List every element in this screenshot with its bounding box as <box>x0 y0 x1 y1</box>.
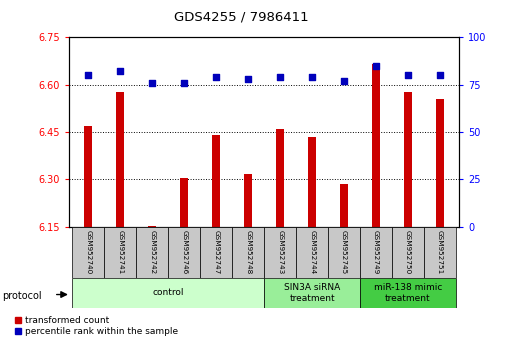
Text: GSM952741: GSM952741 <box>117 230 124 274</box>
Text: GSM952746: GSM952746 <box>181 230 187 274</box>
Bar <box>200 227 232 278</box>
Bar <box>360 227 392 278</box>
Text: GSM952742: GSM952742 <box>149 230 155 274</box>
Bar <box>276 129 284 227</box>
Bar <box>264 227 296 278</box>
Text: SIN3A siRNA
treatment: SIN3A siRNA treatment <box>284 283 340 303</box>
Text: GSM952749: GSM952749 <box>373 230 379 274</box>
Text: GSM952748: GSM952748 <box>245 230 251 274</box>
Bar <box>360 278 456 308</box>
Point <box>244 76 252 82</box>
Bar <box>436 99 444 227</box>
Point <box>404 72 412 78</box>
Bar <box>85 126 92 227</box>
Text: GSM952750: GSM952750 <box>405 230 411 274</box>
Bar <box>180 178 188 227</box>
Bar <box>105 227 136 278</box>
Bar <box>372 64 380 227</box>
Text: protocol: protocol <box>3 291 42 301</box>
Text: GSM952743: GSM952743 <box>277 230 283 274</box>
Bar <box>404 92 412 227</box>
Point <box>308 74 316 80</box>
Bar <box>72 227 105 278</box>
Point <box>116 68 125 74</box>
Point <box>180 80 188 85</box>
Text: GSM952745: GSM952745 <box>341 230 347 274</box>
Text: GSM952744: GSM952744 <box>309 230 315 274</box>
Bar <box>392 227 424 278</box>
Point <box>148 80 156 85</box>
Point <box>276 74 284 80</box>
Point <box>340 78 348 84</box>
Bar <box>424 227 456 278</box>
Bar <box>116 92 124 227</box>
Text: miR-138 mimic
treatment: miR-138 mimic treatment <box>374 283 442 303</box>
Bar <box>72 278 264 308</box>
Text: control: control <box>152 289 184 297</box>
Point <box>212 74 221 80</box>
Bar <box>328 227 360 278</box>
Bar <box>212 135 220 227</box>
Bar <box>168 227 200 278</box>
Bar <box>264 278 360 308</box>
Legend: transformed count, percentile rank within the sample: transformed count, percentile rank withi… <box>15 316 178 336</box>
Point <box>436 72 444 78</box>
Bar <box>308 137 316 227</box>
Bar <box>296 227 328 278</box>
Bar <box>340 184 348 227</box>
Text: GDS4255 / 7986411: GDS4255 / 7986411 <box>174 11 308 24</box>
Point <box>372 63 380 68</box>
Text: GSM952747: GSM952747 <box>213 230 219 274</box>
Point <box>84 72 92 78</box>
Text: GSM952740: GSM952740 <box>86 230 91 274</box>
Bar <box>232 227 264 278</box>
Bar <box>148 226 156 227</box>
Bar <box>244 175 252 227</box>
Bar <box>136 227 168 278</box>
Text: GSM952751: GSM952751 <box>437 230 443 274</box>
